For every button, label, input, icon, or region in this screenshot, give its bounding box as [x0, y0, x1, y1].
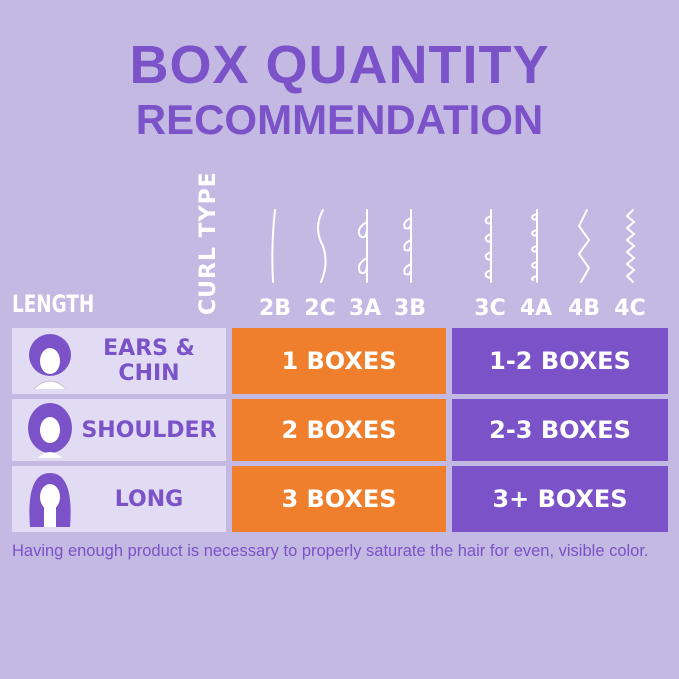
footnote: Having enough product is necessary to pr…: [12, 542, 649, 560]
curl-type-label: 3C: [474, 296, 506, 321]
box-count-3c-4c: 1-2 BOXES: [452, 328, 668, 394]
curl-type-header: CURL TYPE: [196, 171, 221, 315]
short-hair-face-icon: [29, 334, 71, 389]
title-line-1: BOX QUANTITY: [129, 35, 550, 95]
row-long: LONG 3 BOXES 3+ BOXES: [12, 466, 668, 532]
curl-type-label: 2B: [258, 296, 292, 321]
curl-type-label: 3B: [393, 296, 427, 321]
row-ears-chin: EARS & CHIN 1 BOXES 1-2 BOXES: [12, 328, 668, 394]
length-label: EARS & CHIN: [103, 336, 195, 386]
curl-3b-icon: [403, 209, 412, 283]
curl-2c-icon: [317, 209, 327, 283]
length-header: LENGTH: [12, 290, 95, 318]
long-hair-face-icon: [29, 473, 71, 527]
curl-4b-icon: [577, 209, 591, 283]
box-count-2b-3b: 1 BOXES: [232, 328, 446, 394]
curl-4c-icon: [625, 209, 636, 283]
curl-2b-icon: [271, 209, 276, 283]
curl-3a-icon: [357, 209, 368, 283]
row-shoulder: SHOULDER 2 BOXES 2-3 BOXES: [12, 399, 668, 461]
medium-hair-face-icon: [28, 403, 72, 458]
curl-4a-icon: [531, 209, 538, 283]
curl-type-label: 2C: [304, 296, 336, 321]
curl-type-label: 4C: [614, 296, 646, 321]
length-label: SHOULDER: [81, 417, 217, 443]
curl-3c-icon: [484, 209, 492, 283]
box-count-3c-4c: 2-3 BOXES: [452, 399, 668, 461]
box-count-3c-4c: 3+ BOXES: [452, 466, 668, 532]
curl-type-label: 4A: [519, 296, 553, 321]
curl-type-label: 3A: [348, 296, 382, 321]
box-count-2b-3b: 3 BOXES: [232, 466, 446, 532]
box-count-2b-3b: 2 BOXES: [232, 399, 446, 461]
title-line-2: RECOMMENDATION: [135, 96, 544, 143]
curl-type-label: 4B: [567, 296, 601, 321]
length-label: LONG: [114, 486, 184, 512]
